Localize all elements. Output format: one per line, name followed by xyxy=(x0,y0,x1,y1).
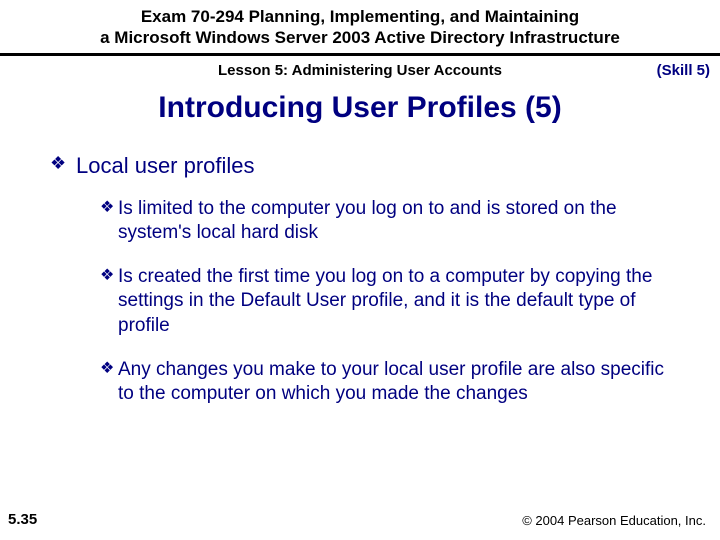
diamond-bullet-icon: ❖ xyxy=(100,197,118,219)
header-line-2: a Microsoft Windows Server 2003 Active D… xyxy=(10,27,710,48)
sub-bullet-list: ❖ Is limited to the computer you log on … xyxy=(50,197,670,407)
slide-header: Exam 70-294 Planning, Implementing, and … xyxy=(0,0,720,56)
sub-bullet-text: Any changes you make to your local user … xyxy=(118,358,670,407)
copyright-text: © 2004 Pearson Education, Inc. xyxy=(522,513,706,528)
sub-bullet-text: Is created the first time you log on to … xyxy=(118,265,670,338)
skill-label: (Skill 5) xyxy=(635,62,710,79)
header-line-1: Exam 70-294 Planning, Implementing, and … xyxy=(10,6,710,27)
content-area: ❖ Local user profiles ❖ Is limited to th… xyxy=(0,153,720,407)
page-number: 5.35 xyxy=(8,511,37,528)
subheader-row: Lesson 5: Administering User Accounts (S… xyxy=(0,56,720,83)
top-bullet-item: ❖ Local user profiles xyxy=(50,153,670,179)
diamond-bullet-icon: ❖ xyxy=(50,153,76,174)
slide-title: Introducing User Profiles (5) xyxy=(0,91,720,125)
diamond-bullet-icon: ❖ xyxy=(100,265,118,287)
sub-bullet-item: ❖ Is created the first time you log on t… xyxy=(100,265,670,338)
lesson-label: Lesson 5: Administering User Accounts xyxy=(85,62,635,79)
sub-bullet-item: ❖ Is limited to the computer you log on … xyxy=(100,197,670,246)
top-bullet-text: Local user profiles xyxy=(76,153,255,179)
diamond-bullet-icon: ❖ xyxy=(100,358,118,380)
sub-bullet-text: Is limited to the computer you log on to… xyxy=(118,197,670,246)
sub-bullet-item: ❖ Any changes you make to your local use… xyxy=(100,358,670,407)
